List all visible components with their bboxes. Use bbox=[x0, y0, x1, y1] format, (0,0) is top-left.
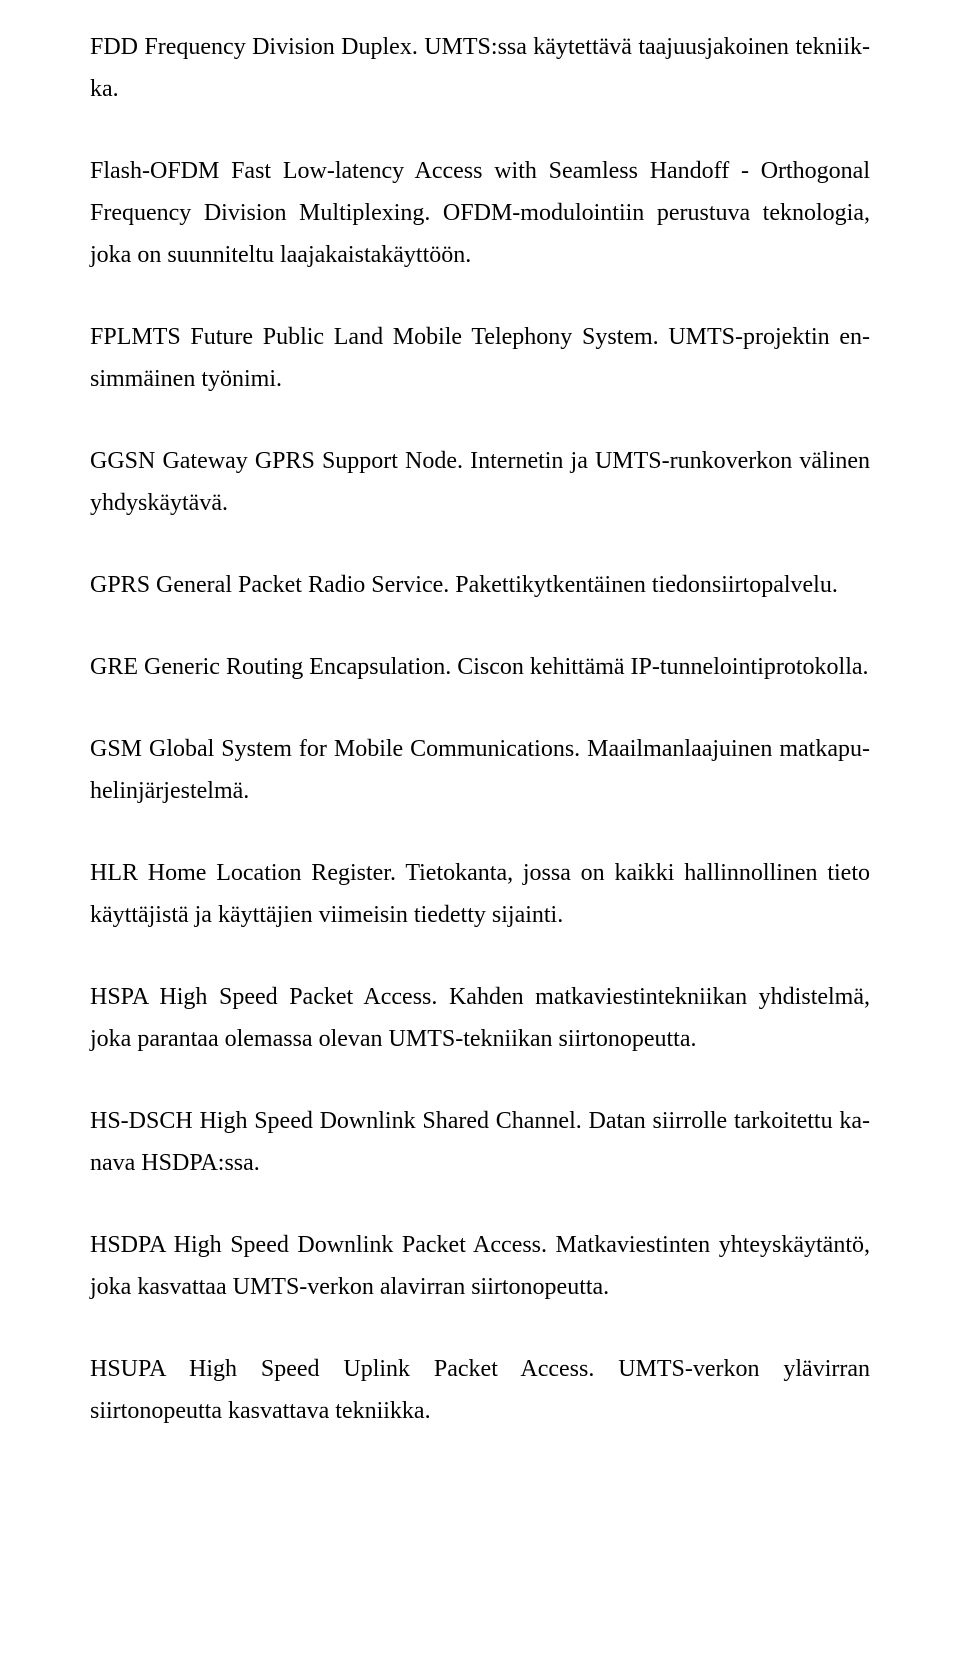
glossary-entry-gprs: GPRS General Packet Radio Service. Paket… bbox=[90, 564, 870, 606]
glossary-entry-fplmts: FPLMTS Future Public Land Mobile Telepho… bbox=[90, 316, 870, 400]
glossary-entry-hsdpa: HSDPA High Speed Downlink Packet Access.… bbox=[90, 1224, 870, 1308]
glossary-entry-flash-ofdm: Flash-OFDM Fast Low-latency Access with … bbox=[90, 150, 870, 276]
glossary-entry-ggsn: GGSN Gateway GPRS Support Node. Internet… bbox=[90, 440, 870, 524]
glossary-entry-hs-dsch: HS-DSCH High Speed Downlink Shared Chann… bbox=[90, 1100, 870, 1184]
glossary-entry-hsupa: HSUPA High Speed Uplink Packet Access. U… bbox=[90, 1348, 870, 1432]
glossary-entry-hspa: HSPA High Speed Packet Access. Kahden ma… bbox=[90, 976, 870, 1060]
glossary-entry-gre: GRE Generic Routing Encapsulation. Cisco… bbox=[90, 646, 870, 688]
document-page: FDD Frequency Division Duplex. UMTS:ssa … bbox=[0, 0, 960, 1498]
glossary-entry-fdd: FDD Frequency Division Duplex. UMTS:ssa … bbox=[90, 26, 870, 110]
glossary-entry-hlr: HLR Home Location Register. Tietokanta, … bbox=[90, 852, 870, 936]
glossary-entry-gsm: GSM Global System for Mobile Communicati… bbox=[90, 728, 870, 812]
